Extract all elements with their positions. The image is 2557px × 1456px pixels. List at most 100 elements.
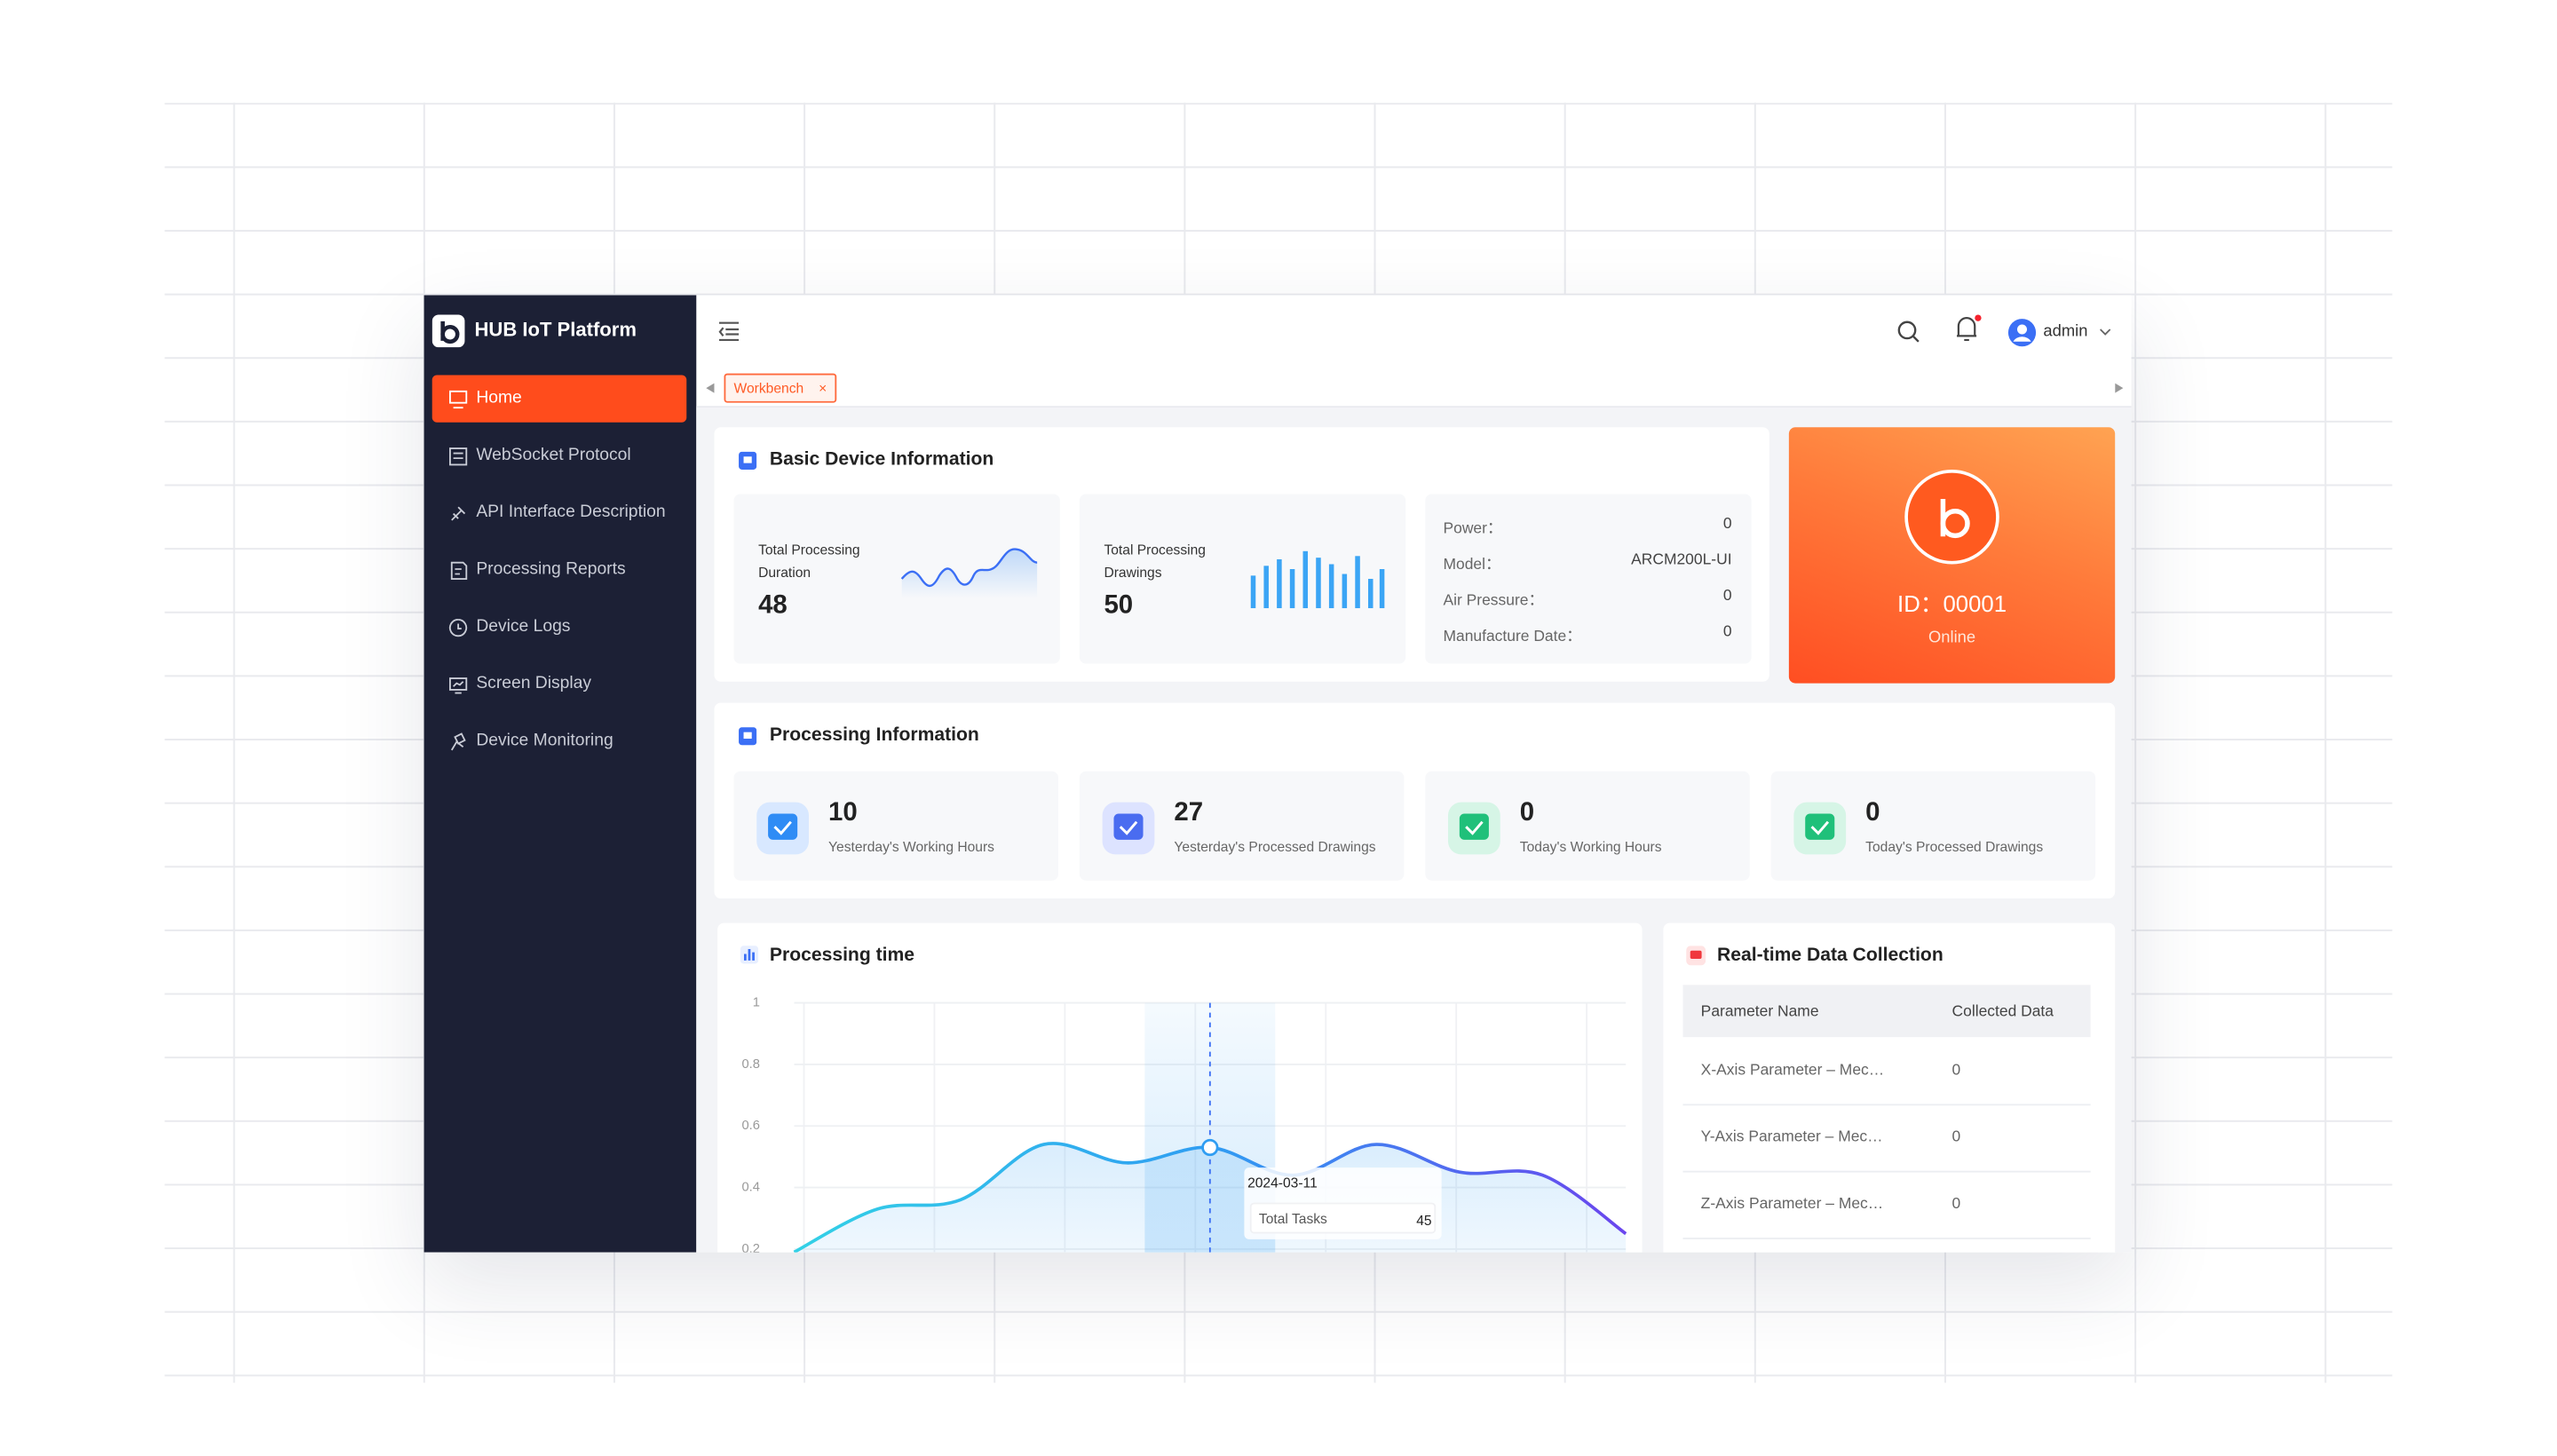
stat-card: Total Processing Drawings 50 (1079, 494, 1406, 664)
menu-icon-shape[interactable] (450, 561, 468, 580)
menu-label[interactable]: Screen Display (476, 673, 592, 693)
menu-label[interactable]: Processing Reports (476, 558, 626, 580)
menu-icon[interactable] (448, 675, 468, 694)
device-status: Online (1928, 629, 1976, 648)
user-name[interactable]: admin (2043, 322, 2088, 341)
stat-icon (1102, 802, 1155, 855)
menu-item[interactable]: Home (431, 375, 687, 423)
table-cell: Y-Axis Parameter – Mec… (1700, 1128, 1883, 1147)
tab-scroll-right[interactable] (2115, 383, 2125, 393)
chart: Processing time 1 0.8 0.6 0.4 0.2 2024-03-11 T… (740, 945, 1627, 1253)
stat-value: 48 (758, 591, 788, 620)
stat-card: Total Processing Duration 48 (733, 494, 1060, 664)
y-tick-label: 0.2 (741, 1242, 759, 1253)
menu-item[interactable]: WebSocket Protocol (432, 432, 687, 479)
menu-icon-shape[interactable] (449, 447, 468, 466)
row-divider (1682, 1170, 2091, 1173)
table-cell: 0 (1951, 1061, 1961, 1080)
menu-icon[interactable] (448, 390, 468, 409)
info-fields: Power： 0 Model： ARCM200L-UI Air Pressure： 0 Ma… (1425, 494, 1752, 664)
chart-title: Processing time (770, 945, 914, 965)
menu-label[interactable]: API Interface Description (476, 502, 666, 522)
stat-icon (756, 802, 810, 855)
menu-item[interactable]: Device Monitoring (432, 717, 687, 764)
field-value: 0 (1722, 587, 1732, 605)
collapse-button[interactable] (717, 320, 740, 343)
stat-value: 27 (1174, 798, 1204, 827)
stat-icon-fg (1805, 813, 1835, 840)
y-tick-label: 0.4 (741, 1180, 759, 1194)
row-divider (1682, 1238, 2091, 1239)
tab-scroll-left[interactable] (706, 383, 716, 393)
tooltip-label: Total Tasks (1259, 1212, 1327, 1227)
search-button[interactable] (1896, 320, 1921, 344)
stat-icon (1447, 802, 1500, 855)
menu-icon[interactable] (448, 561, 468, 581)
basic-info-card: Basic Device Information Total Processin… (714, 427, 1769, 682)
stat-value: 0 (1865, 798, 1880, 827)
menu-item[interactable]: Screen Display (432, 661, 687, 708)
bar-sparkline (1250, 550, 1385, 609)
tab-label[interactable]: Workbench (733, 379, 804, 397)
stat-tile: 0 Today's Working Hours (1425, 771, 1750, 881)
tab[interactable]: Workbench × (724, 373, 837, 403)
menu-icon-shape[interactable] (451, 506, 466, 521)
menu-icon[interactable] (448, 504, 468, 524)
app-window: HUB IoT Platform Home WebSocket Protocol A… (424, 295, 2132, 1253)
menu-item[interactable]: Device Logs (432, 604, 687, 651)
menu-item[interactable]: API Interface Description (432, 489, 687, 536)
notification-button[interactable] (1953, 313, 1983, 344)
menu-icon-shape[interactable] (448, 619, 468, 637)
field-value: 0 (1722, 515, 1732, 534)
menu-label[interactable]: Device Monitoring (476, 730, 614, 750)
processing-info-card: Processing Information 10 Yesterday's Wor… (714, 702, 2116, 899)
device-card: ID：00001 Online (1788, 427, 2116, 684)
stat-icon (1793, 802, 1847, 855)
device-id: ID：00001 (1897, 590, 2007, 617)
stat-tile: 27 Yesterday's Processed Drawings (1079, 771, 1405, 881)
menu-icon[interactable] (448, 732, 468, 752)
field-label: Model： (1443, 556, 1501, 574)
menu-item[interactable]: Processing Reports (432, 546, 687, 593)
avatar[interactable] (2007, 318, 2037, 347)
field-value: ARCM200L-UI (1631, 550, 1732, 570)
menu-icon[interactable] (448, 618, 468, 637)
stat-icon-mark (1119, 820, 1138, 835)
title-icon (739, 727, 757, 746)
y-tick-label: 0.6 (741, 1119, 759, 1133)
tooltip-row (1249, 1202, 1437, 1234)
stat-value: 0 (1519, 798, 1535, 827)
menu-label[interactable]: Home (476, 388, 522, 408)
menu-icon[interactable] (448, 447, 468, 466)
stat-value: 10 (828, 798, 858, 827)
table-cell: Z-Axis Parameter – Mec… (1700, 1195, 1884, 1214)
table-cell: 0 (1951, 1195, 1961, 1214)
stat-icon-mark (773, 820, 792, 835)
table-cell: 0 (1951, 1128, 1961, 1147)
tab-close[interactable]: × (819, 379, 827, 397)
user-dropdown-arrow[interactable] (2099, 328, 2112, 337)
device-logo (1904, 469, 1999, 565)
sparkline (900, 548, 1038, 599)
field-value: 0 (1722, 622, 1732, 641)
menu-icon-shape[interactable] (449, 677, 468, 694)
table-header (1682, 985, 2091, 1038)
column-header: Parameter Name (1700, 1002, 1819, 1021)
stat-icon-mark (1810, 820, 1830, 835)
stat-label: Total Processing Duration (758, 541, 860, 581)
field-label: Manufacture Date： (1443, 628, 1582, 646)
hover-point (1201, 1138, 1219, 1157)
menu-icon-shape[interactable] (450, 732, 466, 751)
stat-value: 50 (1104, 591, 1134, 620)
tooltip-value: 45 (1416, 1214, 1432, 1229)
title-icon (1686, 946, 1706, 966)
stat-tile: 0 Today's Processed Drawings (1770, 771, 2096, 881)
menu-label[interactable]: WebSocket Protocol (476, 445, 631, 465)
menu-label[interactable]: Device Logs (476, 616, 571, 637)
logo (431, 314, 465, 348)
menu-icon-shape[interactable] (449, 390, 468, 409)
title-icon-bars (743, 948, 755, 961)
